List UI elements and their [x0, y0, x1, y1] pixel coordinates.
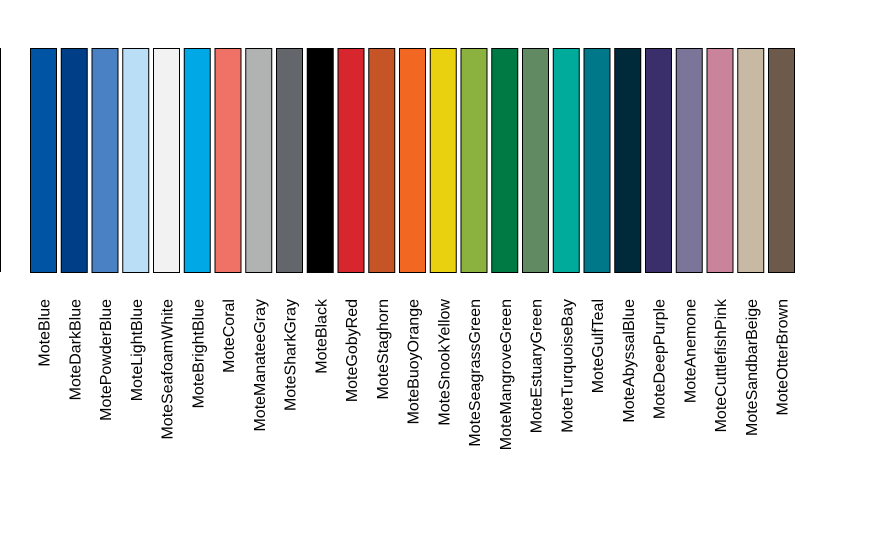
swatch-label: MoteSeagrassGreen: [467, 299, 484, 447]
swatch-bar: [768, 48, 795, 273]
swatch-bar: [306, 48, 334, 273]
swatch-label: MoteSandbarBeige: [744, 299, 761, 436]
swatch-label: MoteBrightBlue: [190, 299, 207, 408]
label-group: MoteBlue MoteDarkBlue MotePowderBlue MoteLi…: [37, 298, 792, 450]
swatch-label: MoteBuoyOrange: [406, 299, 423, 425]
swatch-bar: [583, 48, 611, 273]
swatch-label: MoteMangroveGreen: [498, 299, 515, 450]
swatch-group: [30, 48, 795, 273]
swatch-bar: [552, 48, 580, 273]
swatch-bar: [30, 48, 57, 273]
swatch-bar: [276, 48, 303, 273]
swatch-label: MoteSharkGray: [283, 299, 300, 411]
swatch-label: MoteEstuaryGreen: [529, 299, 546, 433]
swatch-bar: [337, 48, 365, 273]
swatch-label: MoteSnookYellow: [436, 299, 453, 426]
swatch-bar: [183, 48, 211, 273]
swatch-bar: [645, 48, 672, 273]
swatch-bar: [368, 48, 396, 273]
swatch-bar: [91, 48, 119, 273]
swatch-bar: [614, 48, 642, 273]
swatch-label: MoteManateeGray: [252, 299, 269, 432]
swatch-label: MotePowderBlue: [98, 299, 115, 421]
swatch-bar: [491, 48, 519, 273]
swatch-label: MoteOtterBrown: [775, 299, 792, 415]
swatch-label: MoteStaghorn: [375, 299, 392, 400]
swatch-bar: [737, 48, 765, 273]
swatch-bar: [460, 48, 488, 273]
swatch-label: MoteDeepPurple: [652, 299, 669, 419]
swatch-bar: [122, 48, 150, 273]
swatch-label: MoteAbyssalBlue: [621, 299, 638, 423]
swatch-bar: [245, 48, 273, 273]
swatch-bar: [706, 48, 734, 273]
swatch-label: MoteGulfTeal: [590, 299, 607, 393]
swatch-label: MoteTurquoiseBay: [559, 299, 576, 433]
swatch-label: MoteSeafoamWhite: [160, 299, 177, 440]
swatch-label: MoteLightBlue: [129, 299, 146, 401]
swatch-bar: [522, 48, 549, 273]
swatch-bar: [153, 48, 180, 273]
swatch-bar: [60, 48, 88, 273]
swatch-label: MoteBlue: [37, 299, 54, 367]
swatch-label: MoteAnemone: [682, 299, 699, 403]
swatch-label: MoteBlack: [313, 298, 330, 374]
swatch-bar: [429, 48, 457, 273]
swatch-label: MoteCoral: [221, 299, 238, 373]
swatch-label: MoteCuttlefishPink: [713, 298, 730, 432]
swatch-bar: [399, 48, 426, 273]
swatch-label: MoteDarkBlue: [67, 299, 84, 400]
swatch-label: MoteGobyRed: [344, 299, 361, 402]
swatch-bar: [214, 48, 242, 273]
swatch-bar: [675, 48, 703, 273]
